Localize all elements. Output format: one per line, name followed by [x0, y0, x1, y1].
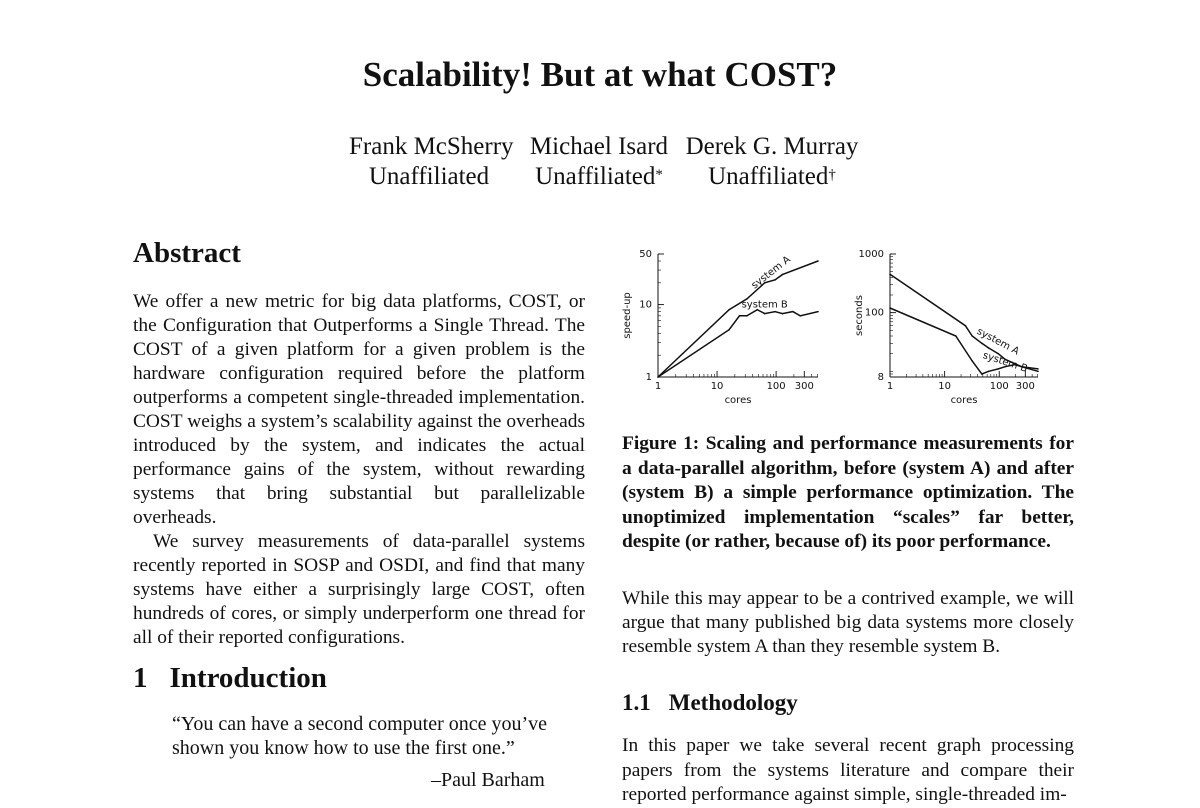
data-point	[889, 307, 891, 309]
x-axis-label: cores	[951, 395, 978, 406]
y-tick-label: 10	[639, 300, 652, 311]
data-point	[738, 315, 741, 317]
author-affiliation: Unaffiliated	[368, 163, 490, 190]
quote-attribution: –Paul Barham	[431, 769, 545, 791]
y-axis-label: seconds	[854, 295, 865, 336]
author-name: Michael Isard	[529, 133, 669, 160]
x-tick-label: 1	[887, 381, 893, 392]
data-point	[1037, 368, 1039, 370]
body-paragraph: While this may appear to be a contrived …	[622, 588, 1074, 657]
section-heading-introduction: 1 Introduction	[133, 662, 327, 695]
data-point	[774, 279, 776, 281]
author-name: Derek G. Murray	[685, 133, 859, 160]
section-title: Introduction	[169, 662, 327, 694]
x-tick-label: 100	[990, 381, 1009, 392]
data-point	[756, 308, 759, 311]
data-point	[1020, 365, 1023, 368]
affiliation-mark: *	[655, 167, 663, 183]
x-tick-label: 100	[767, 381, 786, 392]
data-point	[799, 315, 802, 317]
section-number: 1.1	[622, 690, 651, 715]
data-point	[1004, 358, 1006, 361]
data-point	[987, 347, 990, 349]
data-point	[817, 310, 819, 313]
epigraph-quote: “You can have a second computer once you…	[172, 712, 547, 760]
data-point	[964, 324, 967, 327]
y-tick-label: 1	[646, 372, 652, 383]
data-point	[971, 360, 974, 362]
series-line-system-b	[657, 308, 819, 378]
data-point	[889, 273, 891, 276]
author-3: Derek G. Murray Unaffiliated†	[684, 132, 860, 192]
subsection-heading-methodology: 1.1 Methodology	[622, 690, 798, 716]
paper-title: Scalability! But at what COST?	[362, 55, 838, 94]
author-affiliation: Unaffiliated*	[535, 163, 663, 190]
data-point	[1004, 365, 1006, 368]
section-title: Methodology	[668, 690, 798, 715]
y-tick-label: 100	[865, 308, 884, 319]
author-affiliation: Unaffiliated†	[708, 163, 836, 190]
abstract-body: We offer a new metric for big data platf…	[133, 290, 585, 650]
data-point	[817, 260, 819, 262]
data-point	[657, 376, 659, 378]
y-tick-label: 8	[878, 372, 884, 383]
data-point	[1013, 363, 1016, 366]
data-point	[763, 312, 766, 315]
abstract-heading: Abstract	[133, 237, 241, 269]
x-tick-label: 10	[938, 381, 951, 392]
data-point	[763, 282, 766, 284]
author-1: Frank McSherry Unaffiliated	[349, 132, 514, 192]
data-point	[981, 373, 983, 375]
data-point	[781, 312, 784, 315]
abstract-paragraph: We offer a new metric for big data platf…	[133, 291, 585, 528]
data-point	[792, 310, 794, 313]
abstract-paragraph: We survey measurements of data-parallel …	[133, 531, 585, 648]
quote-line: “You can have a second computer once you…	[172, 713, 548, 735]
y-tick-label: 50	[639, 249, 652, 260]
series-label: system B	[742, 300, 788, 311]
data-point	[728, 308, 730, 311]
x-tick-label: 300	[795, 381, 814, 392]
quote-line: shown you know how to use the first one.…	[172, 737, 515, 759]
x-tick-label: 300	[1016, 381, 1035, 392]
data-point	[746, 315, 748, 317]
data-point	[987, 370, 990, 373]
figure-caption: Figure 1: Scaling and performance measur…	[622, 433, 1074, 552]
data-point	[981, 342, 983, 345]
author-2: Michael Isard Unaffiliated*	[528, 132, 670, 192]
data-point	[971, 335, 974, 337]
data-point	[1037, 370, 1039, 373]
author-name: Frank McSherry	[349, 133, 514, 160]
x-tick-label: 10	[711, 381, 724, 392]
y-tick-label: 1000	[859, 249, 884, 260]
body-paragraph: In this paper we take several recent gra…	[622, 735, 1074, 805]
affiliation-mark: †	[828, 167, 836, 183]
data-point	[781, 273, 784, 276]
data-point	[746, 298, 748, 300]
y-axis-label: speed-up	[622, 292, 633, 339]
data-point	[997, 368, 1000, 370]
series-line-system-b	[889, 307, 1039, 375]
x-tick-label: 1	[655, 381, 661, 392]
section-number: 1	[133, 662, 148, 694]
data-point	[954, 335, 957, 337]
data-point	[774, 310, 776, 313]
data-point	[997, 352, 1000, 355]
data-point	[728, 328, 730, 331]
x-axis-label: cores	[725, 395, 752, 406]
